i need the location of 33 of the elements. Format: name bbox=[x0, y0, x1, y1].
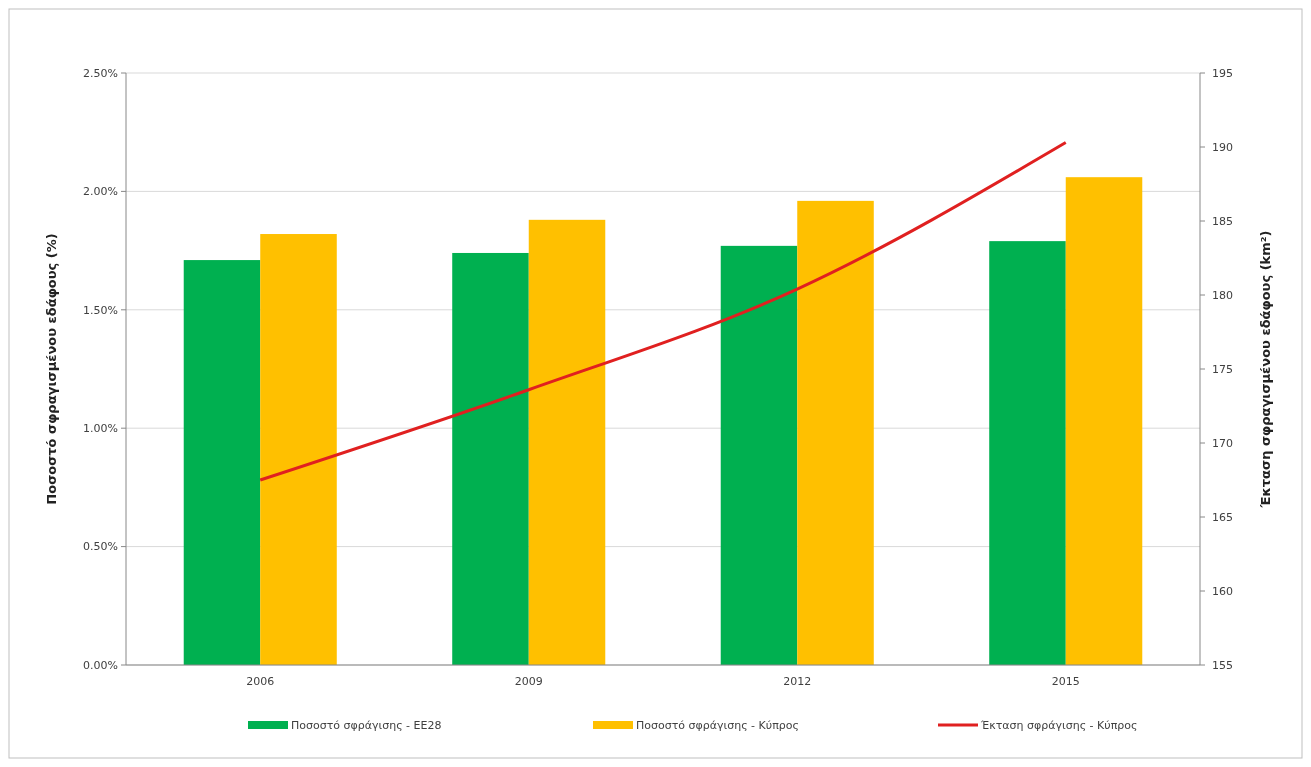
y-tick-label: 0.00% bbox=[83, 658, 118, 672]
bar bbox=[452, 252, 529, 665]
bar bbox=[183, 260, 261, 665]
bar bbox=[989, 241, 1066, 665]
y2-tick-label: 160 bbox=[1212, 584, 1233, 598]
y-tick-label: 1.50% bbox=[83, 303, 118, 317]
bar bbox=[260, 234, 337, 665]
y2-tick-label: 170 bbox=[1212, 436, 1233, 450]
legend-label: Ποσοστό σφράγισης - Κύπρος bbox=[636, 718, 799, 732]
y2-tick-label: 180 bbox=[1212, 288, 1233, 302]
bar bbox=[528, 219, 606, 665]
bar bbox=[797, 200, 874, 665]
y-tick-label: 1.00% bbox=[83, 422, 118, 436]
y2-tick-label: 165 bbox=[1212, 510, 1233, 524]
x-tick-label: 2006 bbox=[246, 675, 275, 688]
y2-tick-label: 185 bbox=[1212, 214, 1233, 228]
y2-axis-title: Έκταση σφραγισμένου εδάφους (km²) bbox=[1258, 230, 1273, 509]
y2-tick-label: 190 bbox=[1212, 140, 1233, 154]
bar bbox=[1065, 177, 1143, 665]
y2-tick-label: 195 bbox=[1212, 66, 1233, 80]
y2-tick-label: 175 bbox=[1212, 362, 1233, 376]
x-tick-label: 2015 bbox=[1051, 675, 1080, 688]
y2-tick-label: 155 bbox=[1212, 658, 1233, 672]
y-tick-label: 0.50% bbox=[83, 540, 118, 554]
legend-label: Έκταση σφράγισης - Κύπρος bbox=[980, 718, 1138, 732]
x-tick-label: 2012 bbox=[783, 675, 812, 688]
bar bbox=[720, 245, 798, 665]
x-tick-label: 2009 bbox=[514, 675, 543, 688]
y-tick-label: 2.00% bbox=[83, 185, 118, 199]
legend-label: Ποσοστό σφράγισης - ΕΕ28 bbox=[291, 718, 442, 732]
line-series bbox=[258, 141, 1068, 482]
y-tick-label: 2.50% bbox=[83, 66, 118, 80]
y-axis-title: Ποσοστό σφραγισμένου εδάφους (%) bbox=[44, 233, 59, 505]
